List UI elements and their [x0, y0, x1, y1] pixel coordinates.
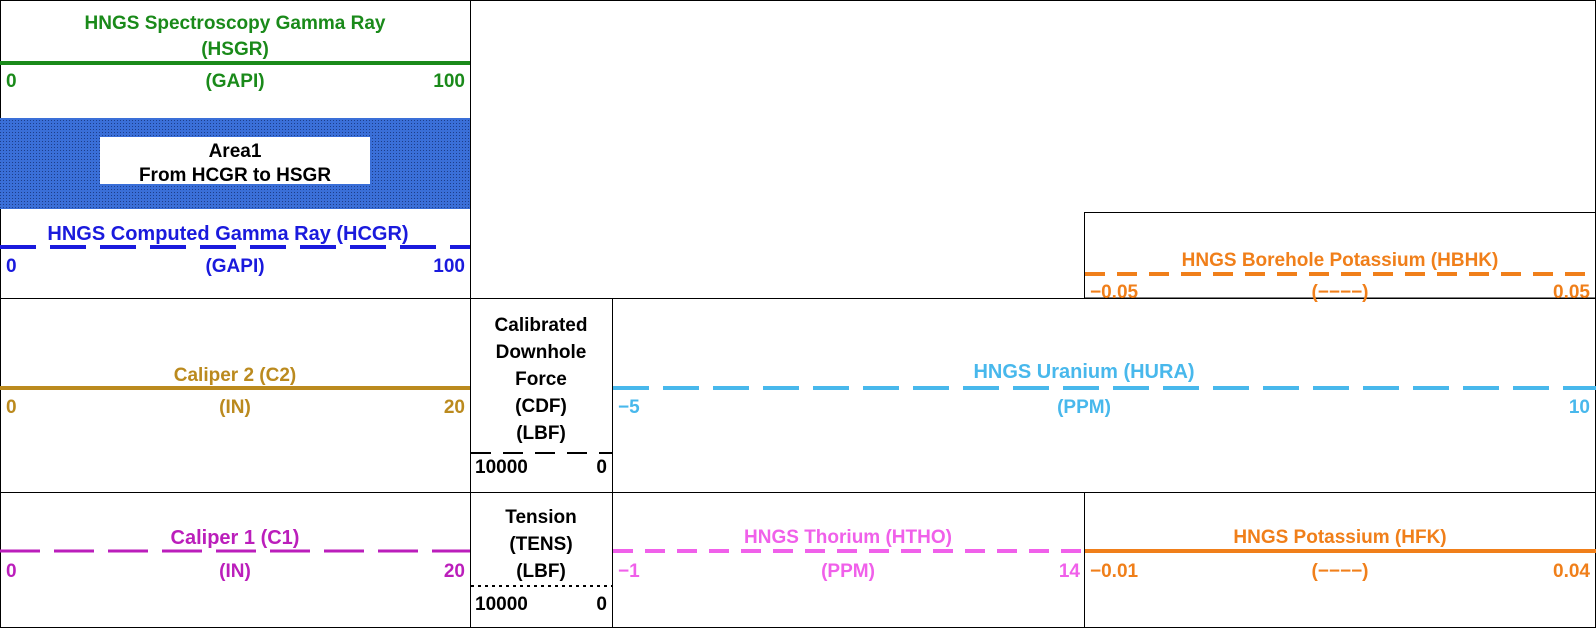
htho-title: HNGS Thorium (HTHO) [744, 527, 952, 548]
c1-scale-min: 0 [6, 561, 17, 582]
hbhk-scale-max: 0.05 [1553, 282, 1590, 303]
hbhk-unit: (−−−−) [1311, 282, 1368, 303]
hbhk-title: HNGS Borehole Potassium (HBHK) [1182, 250, 1499, 271]
hfk-unit: (−−−−) [1311, 561, 1368, 582]
tens-unit: (LBF) [516, 561, 566, 582]
cdf-title-line3: Force [515, 369, 567, 390]
hsgr-title-line1: HNGS Spectroscopy Gamma Ray [85, 13, 386, 34]
cdf-unit: (LBF) [516, 423, 566, 444]
tens-scale-min: 10000 [475, 594, 528, 615]
cdf-title-line4: (CDF) [515, 396, 567, 417]
hfk-curve-header: HNGS Potassium (HFK) −0.01 (−−−−) 0.04 [1085, 527, 1596, 582]
tens-curve-header: Tension (TENS) (LBF) 10000 0 [471, 507, 612, 615]
hsgr-curve-header: HNGS Spectroscopy Gamma Ray (HSGR) 0 (GA… [0, 13, 470, 92]
hura-scale-max: 10 [1569, 397, 1590, 418]
tens-title-line1: Tension [505, 507, 576, 528]
c2-scale-max: 20 [444, 397, 465, 418]
c1-scale-max: 20 [444, 561, 465, 582]
hcgr-unit: (GAPI) [205, 256, 264, 277]
c1-title: Caliper 1 (C1) [171, 527, 300, 549]
cdf-scale-max: 0 [596, 457, 607, 478]
tens-scale-max: 0 [596, 594, 607, 615]
area-label-box [100, 137, 370, 184]
cdf-scale-min: 10000 [475, 457, 528, 478]
hsgr-title-line2: (HSGR) [201, 39, 269, 60]
hcgr-title: HNGS Computed Gamma Ray (HCGR) [47, 223, 408, 245]
cdf-title-line2: Downhole [496, 342, 587, 363]
c1-curve-header: Caliper 1 (C1) 0 (IN) 20 [0, 527, 470, 582]
cdf-curve-header: Calibrated Downhole Force (CDF) (LBF) 10… [471, 315, 612, 478]
tens-title-line2: (TENS) [509, 534, 572, 555]
cdf-title-line1: Calibrated [495, 315, 588, 336]
hura-curve-header: HNGS Uranium (HURA) −5 (PPM) 10 [613, 361, 1596, 418]
area-label-line2: From HCGR to HSGR [139, 165, 331, 186]
c2-curve-header: Caliper 2 (C2) 0 (IN) 20 [0, 365, 470, 418]
hsgr-unit: (GAPI) [205, 71, 264, 92]
htho-curve-header: HNGS Thorium (HTHO) −1 (PPM) 14 [613, 527, 1084, 582]
hura-unit: (PPM) [1057, 397, 1111, 418]
hsgr-scale-min: 0 [6, 71, 17, 92]
c2-title: Caliper 2 (C2) [174, 365, 296, 386]
area-label-line1: Area1 [209, 141, 262, 162]
area-fill-legend: Area1 From HCGR to HSGR [0, 118, 470, 209]
htho-scale-min: −1 [618, 561, 640, 582]
hura-scale-min: −5 [618, 397, 640, 418]
hcgr-curve-header: HNGS Computed Gamma Ray (HCGR) 0 (GAPI) … [0, 223, 470, 277]
hsgr-scale-max: 100 [433, 71, 465, 92]
hura-title: HNGS Uranium (HURA) [973, 361, 1194, 383]
hbhk-scale-min: −0.05 [1090, 282, 1139, 303]
c2-unit: (IN) [219, 397, 251, 418]
c1-unit: (IN) [219, 561, 251, 582]
hfk-scale-max: 0.04 [1553, 561, 1590, 582]
hbhk-curve-header: HNGS Borehole Potassium (HBHK) −0.05 (−−… [1085, 250, 1596, 303]
hfk-scale-min: −0.01 [1090, 561, 1139, 582]
hcgr-scale-min: 0 [6, 256, 17, 277]
htho-unit: (PPM) [821, 561, 875, 582]
hcgr-scale-max: 100 [433, 256, 465, 277]
hfk-title: HNGS Potassium (HFK) [1233, 527, 1446, 548]
c2-scale-min: 0 [6, 397, 17, 418]
htho-scale-max: 14 [1059, 561, 1081, 582]
